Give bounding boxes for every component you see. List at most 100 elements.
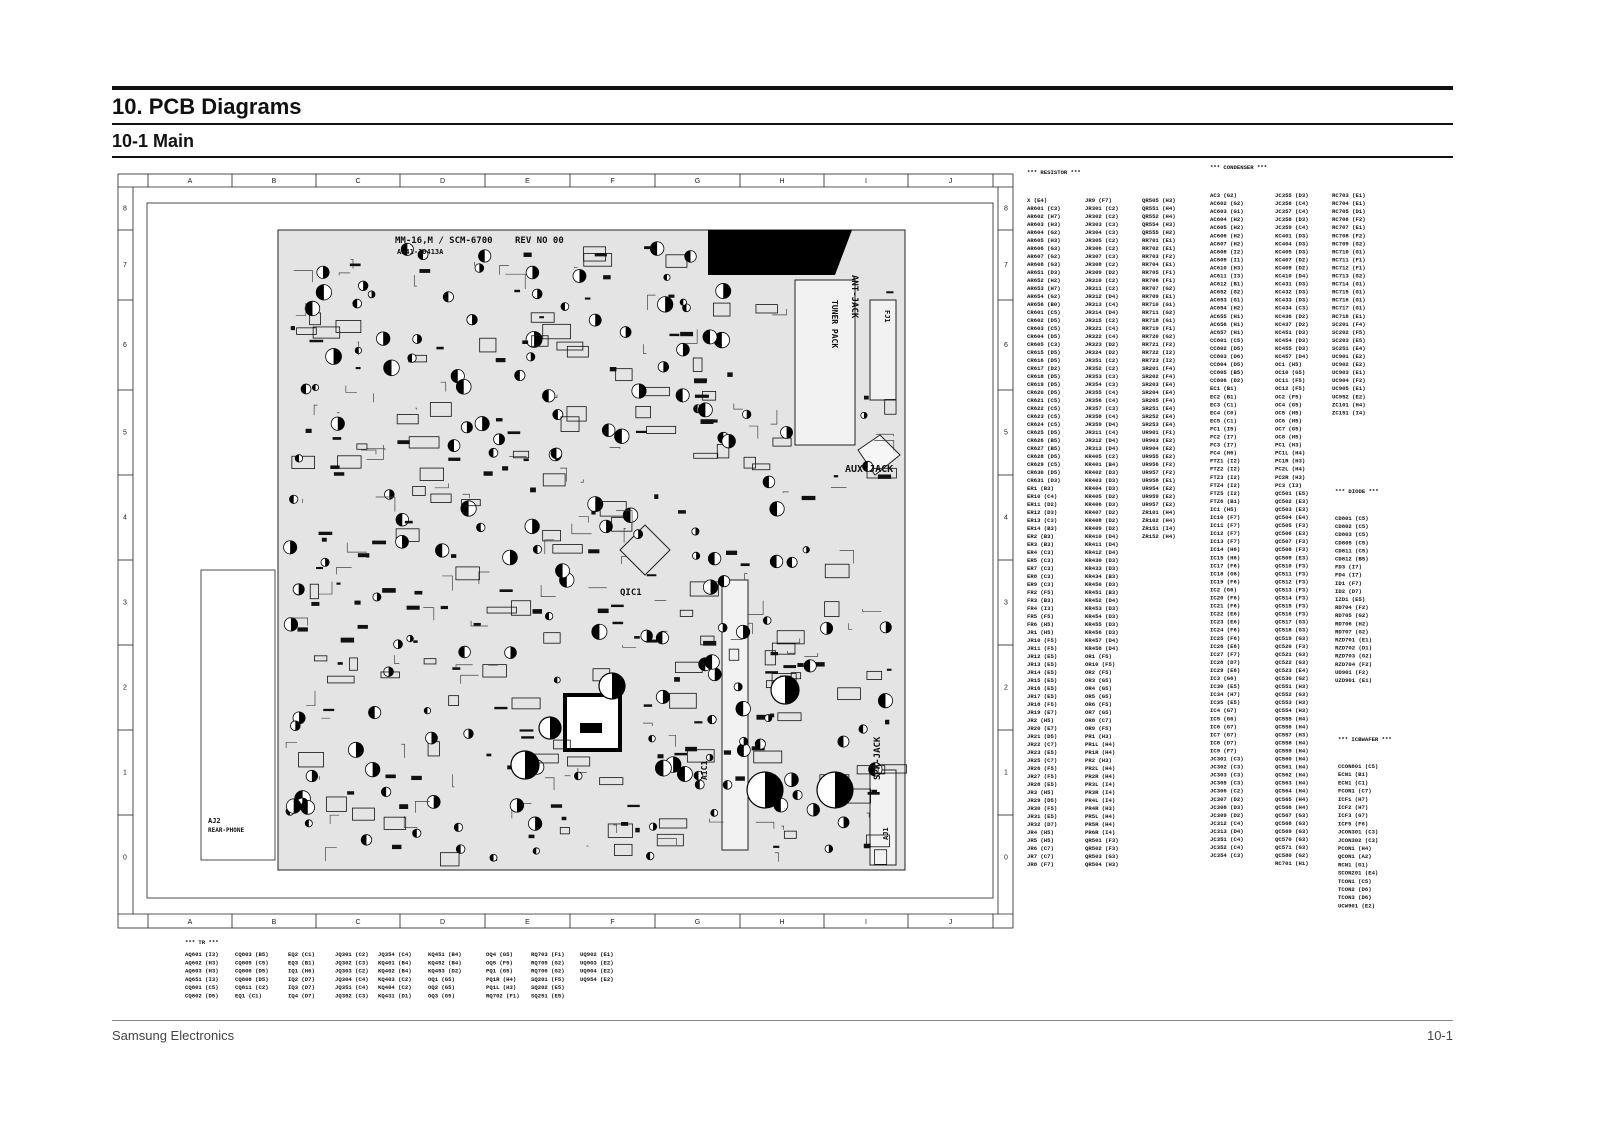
- chip: [461, 499, 481, 507]
- list-entry: RR720 (G2): [1142, 333, 1176, 340]
- resistor: [635, 827, 640, 833]
- trace: [774, 852, 779, 862]
- chip: [448, 695, 459, 706]
- row-label: 4: [123, 515, 127, 522]
- list-entry: KQ453 (D2): [428, 968, 462, 975]
- list-entry: ICF3 (G7): [1338, 812, 1368, 819]
- resistor: [305, 428, 312, 433]
- row-label: 1: [123, 770, 127, 777]
- list-entry: ECN1 (B1): [1338, 771, 1368, 778]
- list-entry: QC561 (H4): [1275, 764, 1309, 771]
- list-entry: JC351 (C4): [1210, 836, 1244, 843]
- trace: [642, 722, 653, 727]
- list-entry: JC306 (C2): [1210, 788, 1244, 795]
- column-label: H: [779, 178, 784, 185]
- capacitor-mark: [514, 370, 520, 381]
- list-entry: CD805 (C5): [1335, 539, 1369, 546]
- trace: [470, 620, 489, 627]
- list-entry: QC551 (H3): [1275, 683, 1309, 690]
- list-entry: KC401 (D3): [1275, 232, 1309, 239]
- list-entry: KR408 (D2): [1085, 517, 1119, 524]
- list-entry: UC905 (E1): [1332, 385, 1366, 392]
- list-entry: UR957 (F2): [1142, 469, 1176, 476]
- list-entry: PQ1 (G5): [486, 968, 513, 975]
- list-entry: RC716 (G1): [1332, 297, 1366, 304]
- list-entry: RC703 (E1): [1332, 192, 1366, 199]
- capacitor-mark: [552, 409, 558, 420]
- trace: [795, 638, 801, 644]
- row-label: 5: [123, 430, 127, 437]
- capacitor-mark: [646, 852, 651, 860]
- top-rule: [112, 86, 1453, 90]
- list-entry: QC562 (H4): [1275, 772, 1309, 779]
- resistor: [726, 550, 738, 555]
- capacitor-mark: [305, 301, 313, 316]
- trace: [345, 385, 357, 393]
- trace: [770, 410, 778, 425]
- capacitor-mark: [298, 583, 305, 595]
- trace: [360, 449, 377, 455]
- list-entry: IQ4 (D7): [288, 993, 315, 1000]
- capacitor-mark: [602, 423, 609, 437]
- chip: [837, 687, 861, 701]
- trace: [293, 270, 313, 283]
- list-entry: RD707 (G2): [1335, 628, 1369, 635]
- resistor: [756, 714, 770, 720]
- capacitor-mark: [763, 616, 768, 625]
- capacitor-mark: [722, 623, 728, 633]
- list-entry: KR458 (D4): [1085, 645, 1119, 652]
- list-entry: FTZ2 (I2): [1210, 466, 1240, 473]
- footer-rule: [112, 1020, 1453, 1021]
- list-entry: JR354 (C3): [1085, 381, 1119, 388]
- trace: [338, 272, 351, 276]
- list-entry: JQ354 (C4): [378, 951, 412, 958]
- resistor: [486, 753, 492, 757]
- list-entry: UC903 (E1): [1332, 369, 1366, 376]
- list-entry: SR253 (E4): [1142, 421, 1176, 428]
- list-entry: IC9 (F7): [1210, 747, 1237, 754]
- list-entry: RC709 (G2): [1332, 240, 1366, 247]
- chip: [866, 834, 890, 848]
- list-entry: KQ451 (B4): [428, 951, 462, 958]
- trace: [540, 585, 556, 597]
- capacitor-mark: [806, 546, 810, 553]
- capacitor-mark: [743, 625, 750, 639]
- trace: [866, 812, 870, 818]
- list-entry: IC25 (F6): [1210, 635, 1240, 642]
- capacitor-mark: [708, 552, 715, 565]
- trace: [452, 774, 455, 788]
- resistor: [886, 668, 892, 671]
- chip: [607, 823, 633, 838]
- list-entry: ICF1 (H7): [1338, 796, 1368, 803]
- list-entry: QR504 (H3): [1085, 861, 1119, 868]
- trace: [423, 607, 435, 621]
- capacitor-mark: [769, 501, 778, 517]
- capacitor-mark: [755, 739, 761, 750]
- capacitor-mark: [828, 844, 833, 853]
- list-entry: PR2L (H4): [1085, 765, 1115, 772]
- list-entry: JQ304 (C4): [335, 976, 369, 983]
- capacitor-mark: [663, 274, 667, 281]
- list-entry: IC19 (F6): [1210, 578, 1240, 585]
- components: [283, 241, 907, 867]
- list-entry: CC804 (D5): [1210, 361, 1244, 368]
- list-entry: JR310 (C2): [1085, 277, 1119, 284]
- chip: [559, 827, 570, 835]
- resistor: [863, 395, 869, 400]
- list-entry: OC8 (H5): [1275, 434, 1302, 441]
- capacitor-mark: [770, 555, 777, 568]
- chip: [567, 756, 591, 767]
- list-entry: SQ202 (E5): [531, 984, 565, 991]
- resistor: [765, 671, 779, 674]
- capacitor-mark: [293, 798, 301, 814]
- resistor: [700, 419, 714, 424]
- list-entry: RZD704 (F2): [1335, 661, 1372, 668]
- chip: [772, 437, 792, 447]
- row-label: 4: [1004, 515, 1008, 522]
- capacitor-mark: [456, 844, 461, 854]
- large-capacitor-mark: [835, 772, 853, 808]
- list-entry: OC6 (H5): [1275, 417, 1302, 424]
- resistor: [523, 458, 529, 462]
- resistor: [680, 331, 694, 337]
- trace: [318, 581, 333, 595]
